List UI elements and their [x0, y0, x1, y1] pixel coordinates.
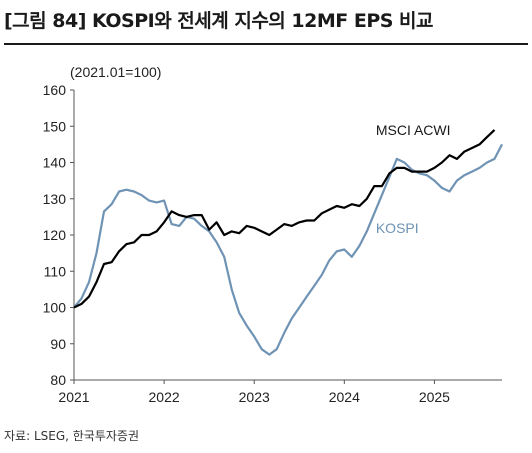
- source-note: 자료: LSEG, 한국투자증권: [4, 429, 139, 443]
- series-layer: [73, 129, 503, 356]
- x-tick-label: 2021: [58, 389, 89, 405]
- y-tick-label: 100: [43, 300, 67, 316]
- series-line-kospi: [73, 143, 503, 356]
- y-unit-label: (2021.01=100): [70, 64, 161, 80]
- x-tick-label: 2023: [239, 389, 270, 405]
- x-tick-label: 2024: [329, 389, 360, 405]
- figure-title: [그림 84] KOSPI와 전세계 지수의 12MF EPS 비교: [4, 10, 434, 32]
- annotation-layer: MSCI ACWI KOSPI: [376, 122, 451, 236]
- series-label-kospi: KOSPI: [376, 220, 419, 236]
- x-tick-label: 2022: [149, 389, 180, 405]
- title-divider: [4, 43, 528, 45]
- y-tick-label: 140: [43, 155, 67, 171]
- y-tick-label: 90: [50, 336, 66, 352]
- y-tick-label: 120: [43, 227, 67, 243]
- series-line-msci-acwi: [73, 129, 496, 309]
- y-tick-label: 130: [43, 191, 67, 207]
- series-label-msci-acwi: MSCI ACWI: [376, 122, 451, 138]
- y-tick-label: 160: [43, 82, 67, 98]
- y-tick-label: 150: [43, 118, 67, 134]
- y-tick-label: 110: [44, 263, 67, 279]
- y-tick-label: 80: [50, 372, 66, 388]
- x-tick-label: 2025: [419, 389, 450, 405]
